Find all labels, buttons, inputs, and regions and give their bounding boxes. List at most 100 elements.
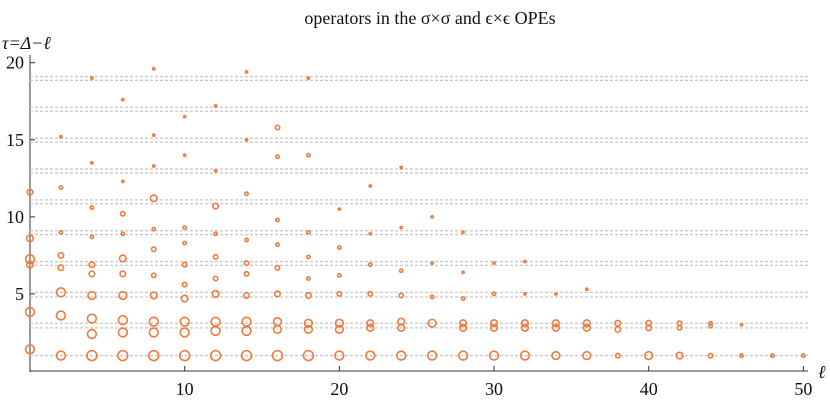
point [645, 324, 653, 332]
point [676, 320, 683, 327]
point [426, 350, 438, 361]
point [26, 188, 34, 196]
point [334, 324, 344, 335]
y-tick-label: 15 [6, 130, 24, 150]
point [366, 323, 375, 332]
point [582, 319, 591, 328]
point [707, 352, 714, 359]
point [119, 210, 126, 217]
point [614, 319, 622, 327]
point [334, 350, 345, 361]
x-tick-label: 20 [330, 379, 348, 399]
point [551, 323, 560, 332]
point [304, 291, 312, 300]
point [243, 270, 250, 277]
point [149, 194, 158, 203]
point [58, 185, 64, 191]
point [398, 292, 405, 299]
point [427, 318, 437, 328]
point [675, 351, 684, 360]
point [150, 272, 157, 279]
point [488, 350, 500, 361]
point [305, 254, 311, 260]
point [306, 76, 311, 81]
point [148, 327, 159, 338]
point [151, 164, 156, 168]
x-tick-label: 50 [794, 379, 812, 399]
point [150, 246, 157, 253]
point [492, 261, 496, 265]
chart-title: operators in the σ×σ and ϵ×ϵ OPEs [304, 8, 555, 28]
point [305, 152, 311, 158]
point [243, 260, 250, 267]
point [800, 353, 806, 359]
point [275, 242, 280, 248]
point [708, 320, 714, 326]
point [182, 240, 188, 246]
point [24, 344, 36, 355]
point [89, 234, 95, 240]
point [87, 290, 97, 301]
point [211, 289, 220, 299]
point [368, 231, 373, 236]
point [59, 134, 63, 139]
point [181, 261, 188, 268]
point [148, 316, 159, 327]
point [303, 324, 314, 335]
point [149, 291, 158, 300]
point [430, 214, 435, 219]
point [89, 205, 95, 211]
point [458, 319, 468, 328]
point [55, 310, 67, 321]
point [336, 272, 342, 278]
point [88, 261, 96, 269]
point [457, 350, 469, 361]
point [244, 70, 249, 74]
point [209, 349, 222, 362]
point [147, 349, 160, 362]
point [582, 350, 592, 361]
point [86, 328, 98, 340]
point [430, 261, 435, 265]
point [461, 230, 465, 235]
point [213, 103, 218, 108]
point [551, 319, 560, 328]
point [739, 353, 744, 359]
point [645, 319, 653, 327]
point [244, 237, 249, 243]
point [118, 290, 128, 301]
point [120, 97, 125, 102]
point [644, 350, 654, 361]
point [489, 323, 499, 332]
point [302, 349, 315, 362]
point [614, 352, 621, 359]
x-tick-label: 10 [176, 379, 194, 399]
point [24, 254, 36, 265]
point [305, 276, 311, 281]
point [272, 324, 283, 335]
point [182, 114, 187, 119]
point [582, 323, 591, 332]
point [118, 254, 127, 263]
point [396, 350, 407, 361]
point [769, 353, 775, 359]
point [180, 294, 189, 303]
point [458, 323, 468, 332]
point [151, 133, 156, 138]
point [303, 318, 314, 328]
point [551, 350, 561, 361]
point [212, 202, 220, 210]
point [89, 161, 94, 165]
point [523, 292, 527, 296]
point [86, 313, 98, 324]
point [491, 291, 497, 297]
point [89, 76, 94, 81]
point [55, 287, 67, 298]
x-tick-label: 30 [485, 379, 503, 399]
point [461, 270, 465, 275]
point [244, 191, 249, 197]
point [489, 319, 499, 328]
point [212, 275, 219, 282]
point [242, 291, 251, 300]
